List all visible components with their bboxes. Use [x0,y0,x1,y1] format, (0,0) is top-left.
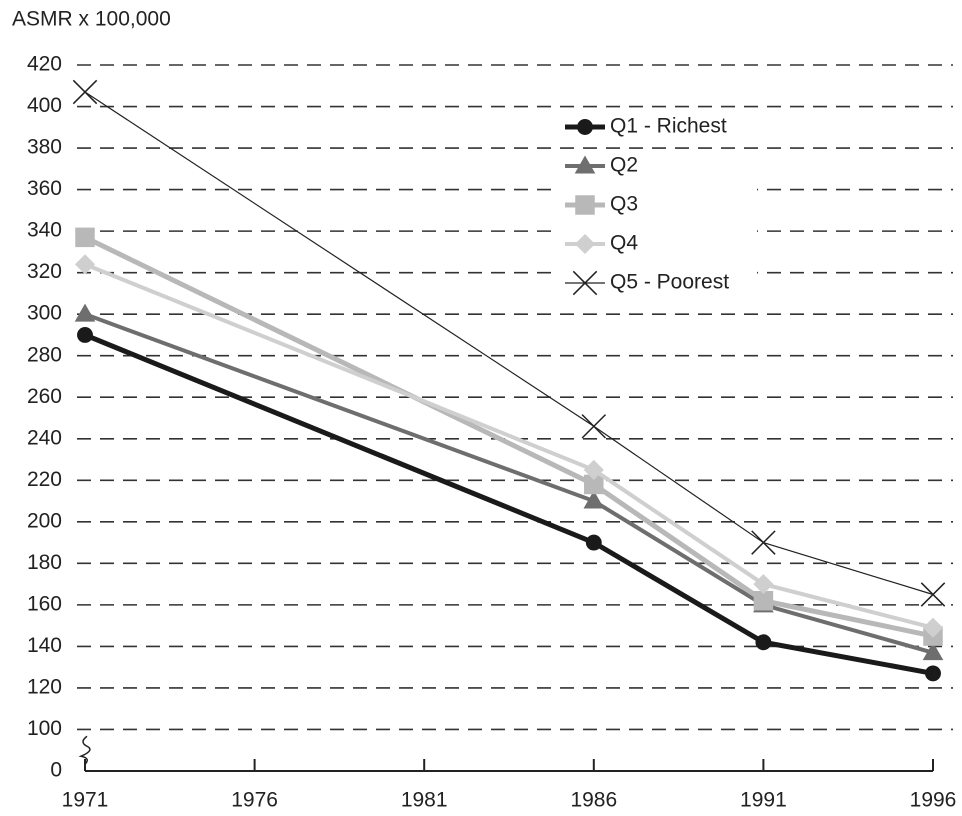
marker [583,459,604,480]
y-tick-label: 320 [27,260,62,283]
x-tick-label: 1981 [401,789,448,812]
marker [74,303,96,322]
x-tick-label: 1996 [910,789,957,812]
series-line [84,312,934,655]
marker [77,326,93,343]
y-tick-label: 120 [27,675,62,698]
legend-marker [572,270,598,296]
series-line [84,91,934,596]
x-tick-label: 1986 [570,789,617,812]
y-tick-label: 240 [27,426,62,449]
legend-marker [577,119,593,135]
y-tick-label: 140 [27,634,62,657]
y-tick-label: 280 [27,343,62,366]
y-tick-label: 0 [50,759,62,782]
y-tick-label: 380 [27,136,62,159]
y-tick-label: 260 [27,385,62,408]
x-tick-label: 1976 [231,789,278,812]
marker [74,254,96,275]
marker [583,490,605,509]
legend-label: Q5 - Poorest [610,271,729,294]
legend-marker [574,233,596,255]
y-tick-label: 100 [27,717,62,740]
marker [753,590,774,611]
marker [751,530,776,555]
series-line [84,332,934,676]
marker [753,574,774,595]
y-tick-label: 420 [27,53,62,76]
legend-label: Q2 [610,154,638,177]
marker [72,79,98,105]
marker [922,617,944,638]
marker [585,534,602,551]
legend-label: Q4 [610,232,638,255]
y-tick-label: 360 [27,177,62,200]
y-axis-title: ASMR x 100,000 [12,8,171,31]
legend-label: Q1 - Richest [610,115,727,138]
legend-marker [575,195,595,215]
y-tick-label: 300 [27,302,62,325]
marker [922,642,944,661]
y-tick-label: 220 [27,468,62,491]
legend-label: Q3 [610,193,638,216]
y-tick-label: 160 [27,592,62,615]
y-tick-label: 400 [27,94,62,117]
marker [755,634,772,651]
y-tick-label: 340 [27,219,62,242]
marker [75,227,95,248]
marker [925,665,941,682]
y-tick-label: 200 [27,509,62,532]
y-tick-label: 180 [27,551,62,574]
x-tick-label: 1991 [740,789,787,812]
marker [920,582,946,607]
marker [581,414,607,439]
axis-break [78,735,91,765]
series-line [84,262,934,630]
series-line [83,235,934,639]
x-tick-label: 1971 [62,789,109,812]
legend-marker [574,155,596,174]
